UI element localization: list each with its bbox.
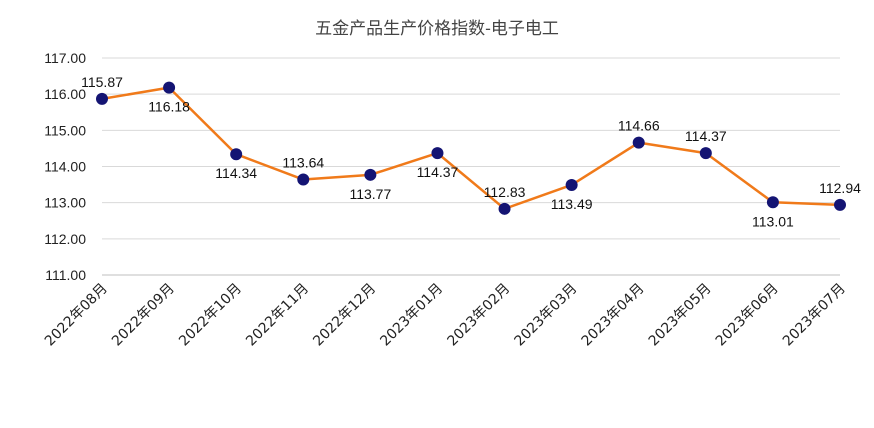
data-points — [96, 81, 846, 215]
chart-title: 五金产品生产价格指数-电子电工 — [315, 19, 559, 39]
data-label: 114.34 — [215, 165, 257, 181]
y-tick-label: 117.00 — [44, 50, 86, 66]
data-labels: 115.87 116.18 114.34 113.64 113.77 114.37 112.… — [81, 74, 861, 229]
data-label: 113.49 — [551, 196, 593, 212]
data-point — [766, 196, 779, 209]
data-label: 114.37 — [417, 164, 459, 180]
y-tick-label: 114.00 — [44, 159, 86, 175]
data-label: 114.66 — [618, 118, 660, 134]
data-label: 113.64 — [282, 155, 324, 171]
data-point — [163, 81, 176, 94]
x-tick-label: 2022年12月 — [310, 281, 379, 350]
data-label: 115.87 — [81, 74, 123, 90]
y-axis-ticks: 111.00 112.00 113.00 114.00 115.00 116.00 117.… — [44, 50, 86, 283]
x-tick-label: 2023年03月 — [512, 281, 581, 350]
y-tick-label: 115.00 — [44, 122, 86, 138]
series-line — [101, 86, 841, 211]
data-label: 113.01 — [752, 213, 794, 229]
data-point — [632, 136, 645, 149]
series-lines — [101, 86, 841, 211]
data-point — [431, 147, 444, 160]
data-point — [699, 147, 712, 160]
y-tick-label: 111.00 — [45, 267, 86, 283]
x-tick-label: 2022年08月 — [42, 281, 111, 350]
data-label: 114.37 — [685, 128, 727, 144]
x-tick-label: 2022年09月 — [109, 281, 178, 350]
x-tick-label: 2023年04月 — [579, 281, 648, 350]
data-point — [297, 173, 310, 186]
x-tick-label: 2023年07月 — [780, 281, 849, 350]
y-tick-label: 112.00 — [44, 231, 86, 247]
x-tick-label: 2023年02月 — [444, 281, 513, 350]
x-tick-label: 2022年10月 — [176, 281, 245, 350]
data-label: 113.77 — [349, 186, 391, 202]
x-tick-label: 2022年11月 — [243, 281, 312, 350]
data-point — [364, 168, 377, 181]
y-tick-label: 113.00 — [44, 195, 86, 211]
data-label: 116.18 — [148, 99, 190, 115]
x-tick-label: 2023年06月 — [713, 281, 782, 350]
data-point — [498, 202, 511, 215]
x-tick-label: 2023年01月 — [377, 281, 446, 350]
data-point — [834, 198, 846, 211]
data-label: 112.94 — [819, 180, 861, 196]
gridlines — [102, 57, 840, 276]
y-tick-label: 116.00 — [44, 86, 86, 102]
data-point — [230, 148, 243, 161]
data-point — [565, 178, 578, 191]
data-label: 112.83 — [484, 184, 526, 200]
x-axis-labels: 2022年08月2022年09月2022年10月2022年11月2022年12月… — [42, 281, 849, 350]
x-tick-label: 2023年05月 — [646, 281, 715, 350]
data-point — [96, 92, 108, 105]
